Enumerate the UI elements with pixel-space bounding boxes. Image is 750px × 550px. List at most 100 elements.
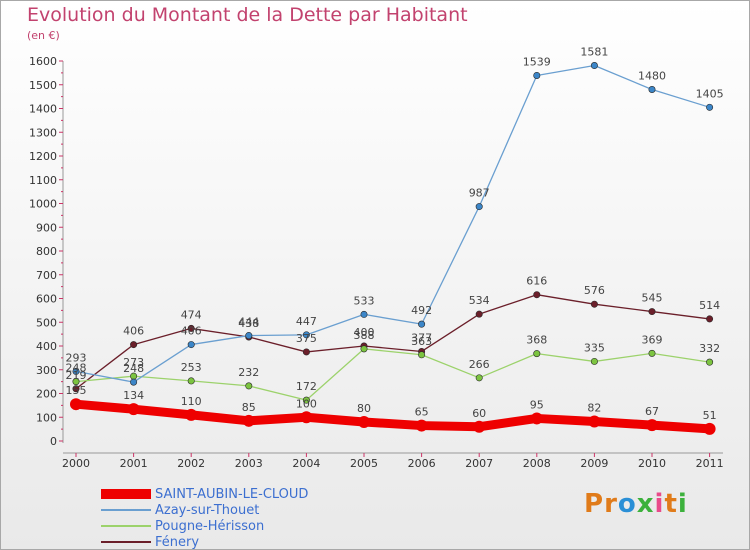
data-point [72, 385, 80, 393]
data-point [590, 357, 598, 365]
logo-letter: x [636, 489, 655, 519]
data-point [415, 419, 428, 432]
data-label: 332 [699, 342, 720, 355]
data-label: 406 [181, 325, 202, 338]
data-point [588, 415, 601, 428]
data-label: 1480 [638, 70, 666, 83]
data-point [245, 332, 253, 340]
data-label: 82 [587, 402, 601, 415]
data-label: 273 [123, 356, 144, 369]
data-point [187, 324, 195, 332]
data-label: 987 [469, 187, 490, 200]
legend-label: Fénery [155, 534, 200, 550]
data-label: 444 [238, 316, 259, 329]
data-label: 576 [584, 284, 605, 297]
data-point [70, 398, 82, 411]
logo-letter: r [604, 489, 618, 519]
chart-subtitle: (en €) [27, 29, 60, 42]
y-tick-label: 100 [36, 411, 57, 424]
legend-swatch [101, 489, 151, 499]
data-label: 67 [645, 405, 659, 418]
data-label: 219 [66, 369, 87, 382]
data-label: 85 [242, 401, 256, 414]
series-layer [70, 62, 716, 435]
data-label: 60 [472, 407, 486, 420]
data-point [130, 341, 138, 349]
data-label: 438 [238, 317, 259, 330]
data-point [590, 300, 598, 308]
x-tick-label: 2001 [120, 457, 148, 470]
legend-label: SAINT-AUBIN-LE-CLOUD [155, 486, 309, 502]
logo-letter: o [617, 489, 637, 519]
data-label: 51 [703, 409, 717, 422]
data-point [302, 396, 310, 404]
data-point [300, 411, 313, 424]
data-label: 375 [296, 332, 317, 345]
data-point [127, 403, 140, 416]
data-point [706, 315, 714, 323]
data-label: 266 [469, 358, 490, 371]
data-label: 369 [642, 333, 663, 346]
data-point [530, 412, 543, 425]
legend-item-azay: Azay-sur-Thouet [101, 502, 308, 518]
data-point [302, 331, 310, 339]
y-tick-label: 1600 [29, 55, 57, 68]
data-label: 293 [66, 351, 87, 364]
legend-label: Pougne-Hérisson [155, 518, 265, 534]
data-label: 248 [123, 362, 144, 375]
data-label: 172 [296, 380, 317, 393]
logo-letter: i [677, 489, 688, 519]
x-tick-label: 2007 [465, 457, 493, 470]
data-label: 248 [66, 362, 87, 375]
data-label: 110 [181, 395, 202, 408]
logo-letter: i [654, 489, 665, 519]
data-point [533, 291, 541, 299]
data-point [418, 351, 426, 359]
x-tick-label: 2008 [523, 457, 551, 470]
legend-swatch [101, 541, 151, 543]
data-label: 253 [181, 361, 202, 374]
y-tick-label: 200 [36, 388, 57, 401]
data-point [242, 414, 255, 427]
y-tick-label: 1200 [29, 150, 57, 163]
data-point [187, 341, 195, 349]
x-tick-label: 2005 [350, 457, 378, 470]
data-label: 100 [296, 397, 317, 410]
data-point [703, 422, 716, 435]
data-label: 534 [469, 294, 490, 307]
data-label: 377 [411, 331, 432, 344]
data-label: 368 [526, 334, 547, 347]
data-label: 80 [357, 402, 371, 415]
data-point [72, 367, 80, 375]
data-label: 155 [66, 384, 87, 397]
y-tick-label: 0 [50, 435, 57, 448]
data-label: 533 [354, 294, 375, 307]
y-tick-label: 300 [36, 364, 57, 377]
data-point [187, 377, 195, 385]
data-point [648, 308, 656, 316]
data-point [473, 420, 486, 433]
legend-item-fenery: Fénery [101, 534, 308, 550]
data-point [245, 382, 253, 390]
y-tick-label: 400 [36, 340, 57, 353]
x-tick-label: 2011 [696, 457, 724, 470]
data-label: 474 [181, 308, 202, 321]
x-tick-label: 2010 [638, 457, 666, 470]
data-point [72, 378, 80, 386]
data-point [418, 320, 426, 328]
data-label: 1581 [580, 46, 608, 59]
data-point [302, 348, 310, 356]
data-label: 1405 [696, 87, 724, 100]
y-tick-label: 1500 [29, 79, 57, 92]
data-label: 388 [354, 329, 375, 342]
data-point [185, 408, 198, 421]
series-line [75, 64, 711, 383]
y-tick-label: 1300 [29, 126, 57, 139]
data-point [358, 416, 370, 428]
y-tick-label: 1400 [29, 103, 57, 116]
data-point [648, 86, 656, 94]
y-tick-label: 1100 [29, 174, 57, 187]
data-label: 1539 [523, 55, 551, 68]
